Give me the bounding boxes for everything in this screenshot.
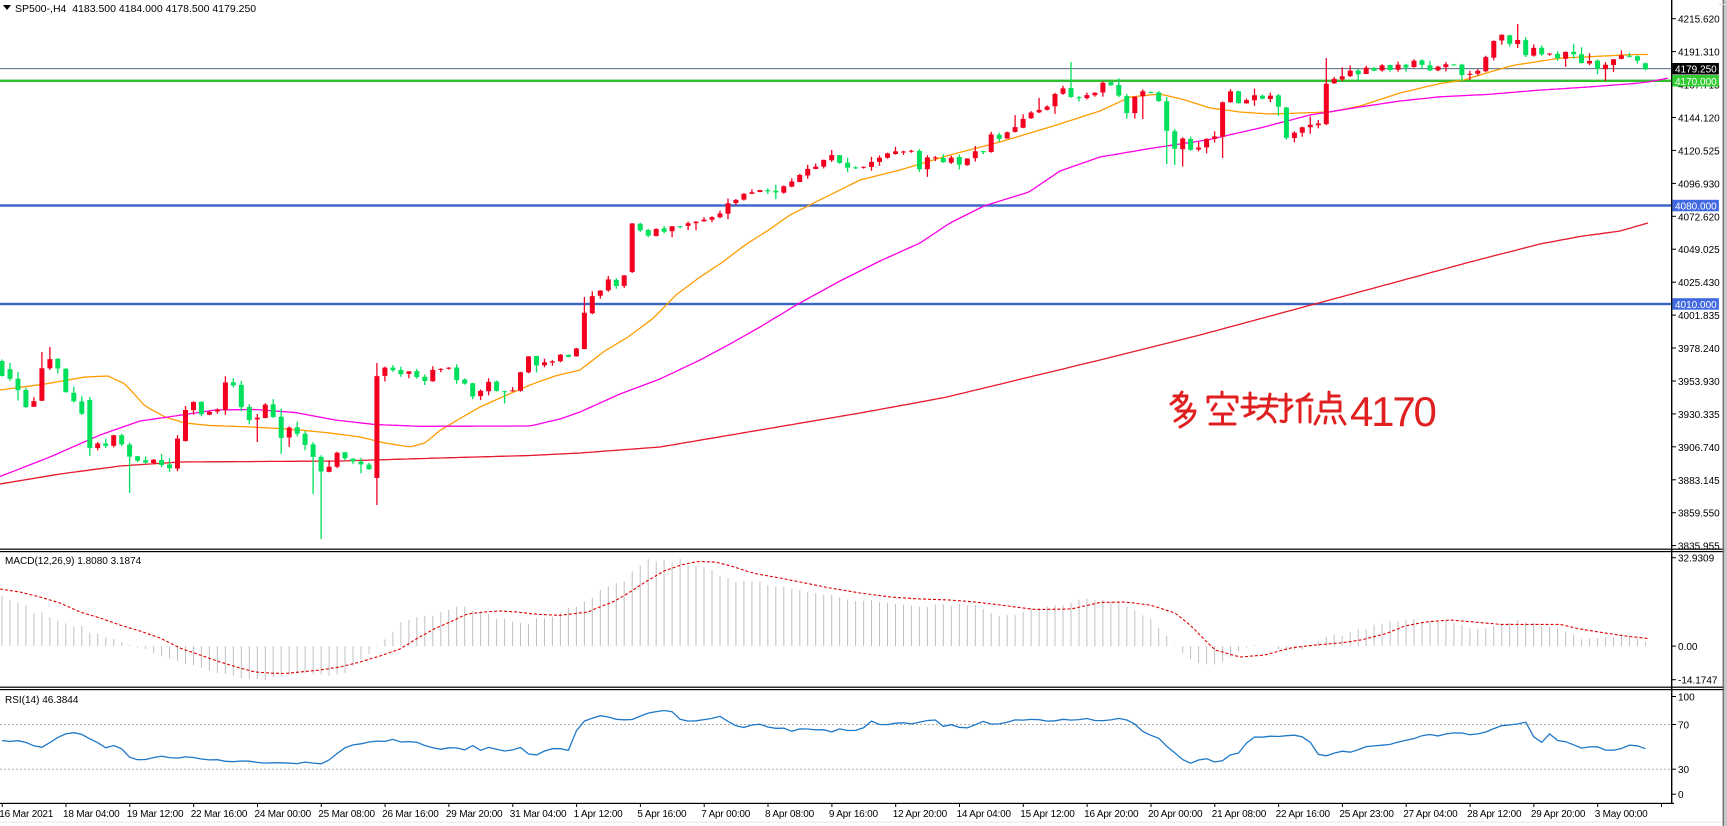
svg-text:19 Mar 12:00: 19 Mar 12:00 [127, 809, 184, 820]
svg-text:4170.000: 4170.000 [1675, 77, 1717, 88]
svg-text:18 Mar 04:00: 18 Mar 04:00 [63, 809, 120, 820]
svg-text:31 Mar 04:00: 31 Mar 04:00 [510, 809, 567, 820]
svg-text:32.9309: 32.9309 [1678, 554, 1715, 565]
svg-text:MACD(12,26,9) 1.8080 3.1874: MACD(12,26,9) 1.8080 3.1874 [5, 556, 142, 567]
svg-text:3906.740: 3906.740 [1678, 443, 1720, 454]
svg-text:4001.835: 4001.835 [1678, 311, 1720, 322]
svg-text:4010.000: 4010.000 [1675, 300, 1717, 311]
svg-text:0: 0 [1678, 790, 1684, 801]
svg-text:16 Apr 20:00: 16 Apr 20:00 [1084, 809, 1139, 820]
svg-text:4025.430: 4025.430 [1678, 278, 1720, 289]
svg-text:4191.310: 4191.310 [1678, 48, 1720, 59]
svg-text:25 Mar 08:00: 25 Mar 08:00 [318, 809, 375, 820]
svg-text:12 Apr 20:00: 12 Apr 20:00 [893, 809, 948, 820]
svg-text:21 Apr 08:00: 21 Apr 08:00 [1212, 809, 1267, 820]
svg-text:4049.025: 4049.025 [1678, 245, 1720, 256]
svg-text:15 Apr 12:00: 15 Apr 12:00 [1020, 809, 1075, 820]
svg-text:20 Apr 00:00: 20 Apr 00:00 [1148, 809, 1203, 820]
svg-text:22 Mar 16:00: 22 Mar 16:00 [191, 809, 248, 820]
svg-text:9 Apr 16:00: 9 Apr 16:00 [829, 809, 879, 820]
svg-text:3978.240: 3978.240 [1678, 344, 1720, 355]
svg-text:RSI(14) 46.3844: RSI(14) 46.3844 [5, 695, 79, 706]
svg-text:4215.620: 4215.620 [1678, 15, 1720, 26]
svg-text:14 Apr 04:00: 14 Apr 04:00 [957, 809, 1012, 820]
svg-text:0.00: 0.00 [1678, 642, 1698, 653]
svg-text:3953.930: 3953.930 [1678, 377, 1720, 388]
svg-text:26 Mar 16:00: 26 Mar 16:00 [382, 809, 439, 820]
svg-text:3 May 00:00: 3 May 00:00 [1595, 809, 1648, 820]
svg-text:24 Mar 00:00: 24 Mar 00:00 [255, 809, 312, 820]
svg-text:-14.1747: -14.1747 [1678, 676, 1718, 687]
svg-text:22 Apr 16:00: 22 Apr 16:00 [1276, 809, 1331, 820]
svg-text:7 Apr 00:00: 7 Apr 00:00 [701, 809, 751, 820]
svg-text:70: 70 [1678, 721, 1690, 732]
svg-text:SP500-,H4 4183.500 4184.000 4: SP500-,H4 4183.500 4184.000 4178.500 417… [15, 3, 256, 15]
svg-text:4080.000: 4080.000 [1675, 202, 1717, 213]
svg-text:25 Apr 23:00: 25 Apr 23:00 [1339, 809, 1394, 820]
svg-text:8 Apr 08:00: 8 Apr 08:00 [765, 809, 815, 820]
svg-text:3859.550: 3859.550 [1678, 509, 1720, 520]
svg-text:5 Apr 16:00: 5 Apr 16:00 [637, 809, 687, 820]
svg-text:4096.930: 4096.930 [1678, 179, 1720, 190]
svg-text:3883.145: 3883.145 [1678, 476, 1720, 487]
svg-text:3930.335: 3930.335 [1678, 410, 1720, 421]
svg-text:30: 30 [1678, 765, 1690, 776]
svg-text:16 Mar 2021: 16 Mar 2021 [0, 809, 54, 820]
svg-text:27 Apr 04:00: 27 Apr 04:00 [1403, 809, 1458, 820]
svg-text:3835.955: 3835.955 [1678, 542, 1720, 553]
svg-text:4072.620: 4072.620 [1678, 212, 1720, 223]
svg-text:4120.525: 4120.525 [1678, 146, 1720, 157]
svg-text:29 Mar 20:00: 29 Mar 20:00 [446, 809, 503, 820]
svg-text:1 Apr 12:00: 1 Apr 12:00 [574, 809, 624, 820]
svg-text:4144.120: 4144.120 [1678, 114, 1720, 125]
svg-text:4179.250: 4179.250 [1675, 65, 1717, 76]
svg-text:4170: 4170 [1350, 388, 1435, 435]
svg-text:28 Apr 12:00: 28 Apr 12:00 [1467, 809, 1522, 820]
svg-text:100: 100 [1678, 693, 1695, 704]
svg-text:29 Apr 20:00: 29 Apr 20:00 [1531, 809, 1586, 820]
